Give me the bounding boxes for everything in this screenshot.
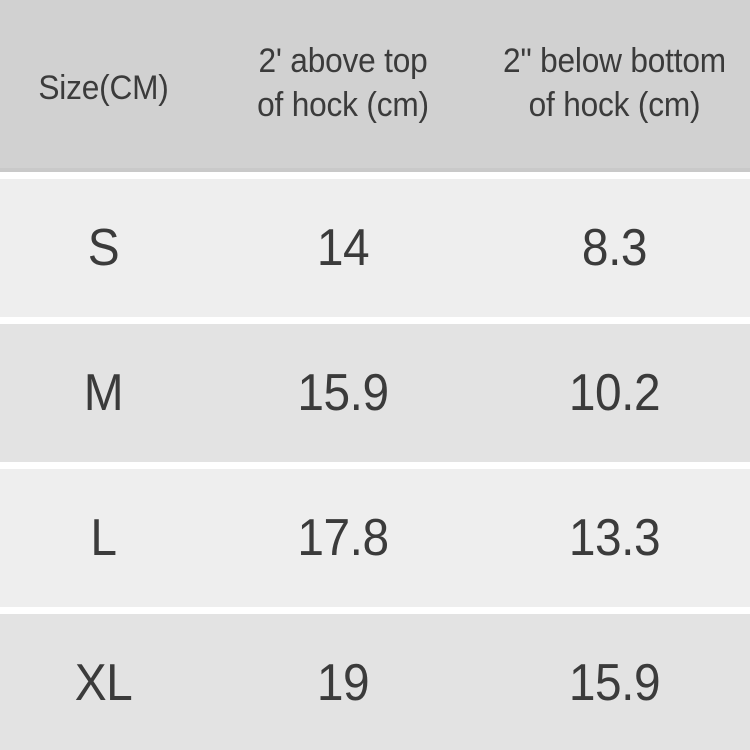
- cell-below-hock: 8.3: [581, 219, 648, 277]
- cell-size: L: [90, 509, 117, 567]
- column-header-size-line1: Size(CM): [38, 68, 169, 107]
- cell-below-hock: 13.3: [568, 509, 661, 567]
- column-header-above-hock-line1: 2' above top: [258, 41, 428, 80]
- cell-below-hock: 15.9: [568, 654, 661, 712]
- cell-above-hock: 14: [316, 219, 370, 277]
- column-header-below-hock-line1: 2" below bottom: [503, 41, 726, 80]
- cell-size: XL: [74, 654, 133, 712]
- cell-size: M: [83, 364, 124, 422]
- column-header-above-hock-line2: of hock (cm): [257, 86, 429, 124]
- cell-below-hock: 10.2: [568, 364, 661, 422]
- table-row: XL 19 15.9: [0, 607, 750, 750]
- column-header-above-hock: 2' above top of hock (cm): [217, 0, 470, 172]
- table-header-row: Size(CM) 2' above top of hock (cm) 2" be…: [0, 0, 750, 172]
- column-header-size: Size(CM): [7, 0, 200, 172]
- cell-above-hock: 17.8: [297, 509, 389, 567]
- table-row: S 14 8.3: [0, 172, 750, 317]
- cell-size: S: [87, 219, 120, 277]
- table-row: L 17.8 13.3: [0, 462, 750, 607]
- table-row: M 15.9 10.2: [0, 317, 750, 462]
- column-header-below-hock-line2: of hock (cm): [528, 86, 701, 124]
- cell-above-hock: 15.9: [297, 364, 389, 422]
- table-body: S 14 8.3 M 15.9 10.2 L 17.8 13.3 XL 19 1…: [0, 172, 750, 750]
- column-header-below-hock: 2" below bottom of hock (cm): [488, 0, 740, 172]
- cell-above-hock: 19: [316, 654, 370, 712]
